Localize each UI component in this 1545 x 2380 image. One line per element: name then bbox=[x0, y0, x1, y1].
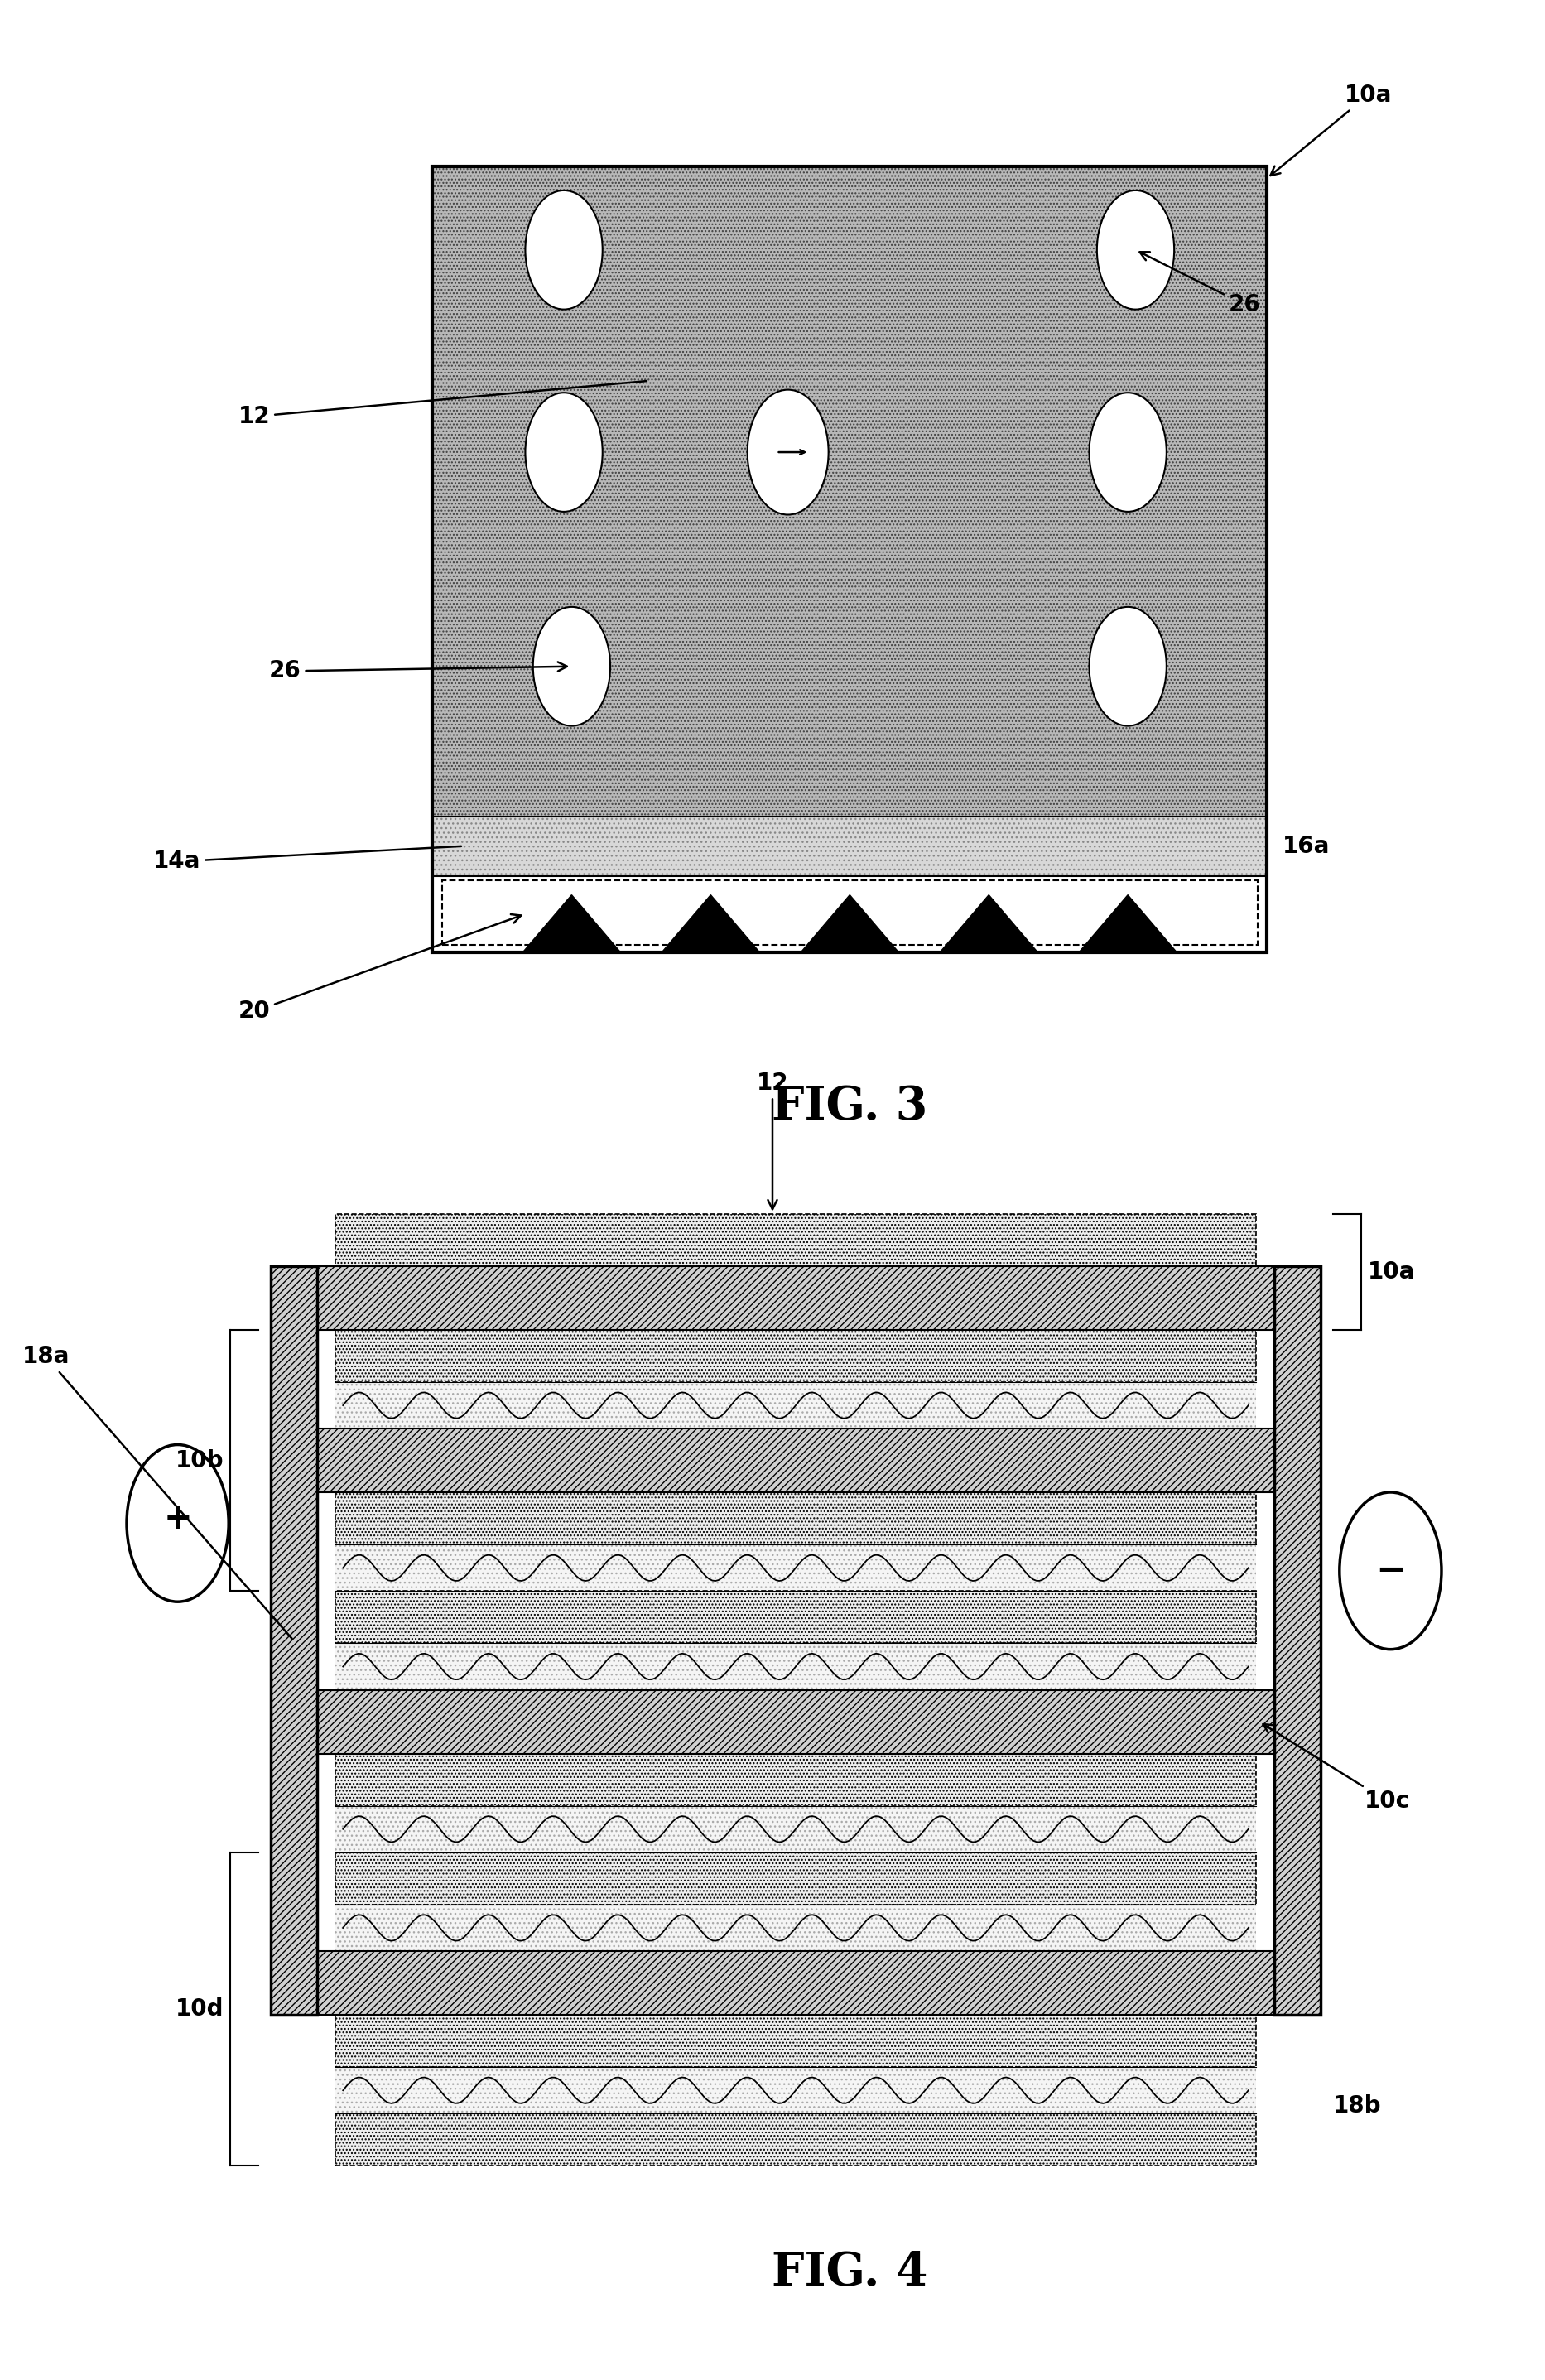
Bar bbox=[270, 1266, 317, 2016]
Bar bbox=[335, 1383, 1256, 1428]
Text: FIG. 4: FIG. 4 bbox=[772, 2249, 927, 2297]
Bar bbox=[335, 1852, 1256, 1904]
Bar bbox=[442, 881, 1258, 945]
Bar bbox=[1275, 1266, 1321, 2016]
Bar bbox=[335, 1754, 1256, 1806]
Bar bbox=[317, 1428, 1275, 1492]
Circle shape bbox=[1089, 393, 1166, 512]
Polygon shape bbox=[522, 895, 620, 952]
Bar bbox=[335, 1545, 1256, 1592]
Text: 26: 26 bbox=[1140, 252, 1261, 317]
Bar bbox=[335, 2113, 1256, 2166]
Bar bbox=[317, 1266, 1275, 1330]
Bar bbox=[1275, 1266, 1321, 2016]
Text: 10c: 10c bbox=[1264, 1723, 1411, 1814]
Circle shape bbox=[525, 190, 603, 309]
Bar bbox=[335, 1754, 1256, 1806]
Text: 16a: 16a bbox=[1282, 835, 1330, 857]
Bar bbox=[270, 1266, 317, 2016]
Bar bbox=[335, 1852, 1256, 1904]
Bar bbox=[335, 1754, 1256, 1806]
Bar bbox=[335, 1904, 1256, 1952]
Bar bbox=[335, 2016, 1256, 2068]
Text: 10a: 10a bbox=[1270, 83, 1392, 176]
Bar bbox=[335, 2113, 1256, 2166]
Bar bbox=[335, 1492, 1256, 1545]
Bar bbox=[335, 1492, 1256, 1545]
Bar bbox=[335, 1904, 1256, 1952]
Circle shape bbox=[533, 607, 610, 726]
Text: 12: 12 bbox=[757, 1071, 788, 1209]
Bar bbox=[335, 1330, 1256, 1383]
Text: FIG. 3: FIG. 3 bbox=[772, 1083, 927, 1130]
Bar bbox=[335, 1806, 1256, 1852]
Text: 14a: 14a bbox=[153, 847, 462, 873]
Text: 20: 20 bbox=[238, 914, 521, 1023]
Bar bbox=[433, 167, 1267, 952]
Bar bbox=[335, 1592, 1256, 1642]
Text: +: + bbox=[164, 1502, 192, 1535]
Bar bbox=[433, 167, 1267, 816]
Bar bbox=[335, 1214, 1256, 1266]
Polygon shape bbox=[661, 895, 759, 952]
Text: 10b: 10b bbox=[176, 1449, 224, 1473]
Bar bbox=[317, 1266, 1275, 1330]
Polygon shape bbox=[939, 895, 1037, 952]
Bar bbox=[317, 1690, 1275, 1754]
Bar bbox=[433, 876, 1267, 952]
Bar bbox=[335, 2068, 1256, 2113]
Bar bbox=[433, 167, 1267, 816]
Bar bbox=[335, 1214, 1256, 1266]
Circle shape bbox=[127, 1445, 229, 1602]
Bar bbox=[335, 1214, 1256, 1266]
Circle shape bbox=[1340, 1492, 1441, 1649]
Bar bbox=[335, 2016, 1256, 2068]
Bar bbox=[433, 816, 1267, 876]
Circle shape bbox=[1097, 190, 1174, 309]
Bar bbox=[270, 1266, 317, 2016]
Polygon shape bbox=[1078, 895, 1177, 952]
Bar bbox=[335, 2113, 1256, 2166]
Circle shape bbox=[1089, 607, 1166, 726]
Text: 10a: 10a bbox=[1367, 1261, 1415, 1283]
Bar bbox=[335, 1330, 1256, 1383]
Bar bbox=[317, 1952, 1275, 2016]
Bar bbox=[335, 1592, 1256, 1642]
Circle shape bbox=[749, 393, 827, 512]
Bar bbox=[335, 1545, 1256, 1592]
Bar bbox=[1275, 1266, 1321, 2016]
Bar bbox=[335, 1330, 1256, 1383]
Bar bbox=[335, 1642, 1256, 1690]
Circle shape bbox=[748, 390, 828, 514]
Circle shape bbox=[525, 393, 603, 512]
Bar bbox=[335, 1642, 1256, 1690]
Bar bbox=[317, 1428, 1275, 1492]
Bar bbox=[335, 1492, 1256, 1545]
Bar bbox=[335, 1806, 1256, 1852]
Text: 26: 26 bbox=[269, 659, 567, 683]
Bar bbox=[335, 1852, 1256, 1904]
Text: 18a: 18a bbox=[22, 1345, 292, 1640]
Text: −: − bbox=[1375, 1554, 1406, 1587]
Bar bbox=[335, 2016, 1256, 2068]
Bar bbox=[335, 1592, 1256, 1642]
Bar bbox=[433, 816, 1267, 876]
Bar bbox=[317, 1952, 1275, 2016]
Text: 18b: 18b bbox=[1333, 2094, 1381, 2118]
Bar bbox=[335, 2068, 1256, 2113]
Text: 12: 12 bbox=[238, 381, 647, 428]
Polygon shape bbox=[802, 895, 899, 952]
Bar bbox=[335, 1383, 1256, 1428]
Bar bbox=[317, 1690, 1275, 1754]
Text: 10d: 10d bbox=[176, 1997, 224, 2021]
